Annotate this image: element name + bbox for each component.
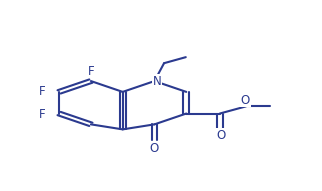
Text: F: F bbox=[88, 65, 94, 78]
Text: F: F bbox=[39, 108, 46, 121]
Text: O: O bbox=[241, 94, 250, 107]
Text: O: O bbox=[150, 142, 159, 155]
Text: N: N bbox=[153, 75, 161, 88]
Text: O: O bbox=[217, 129, 226, 142]
Text: F: F bbox=[39, 85, 46, 98]
